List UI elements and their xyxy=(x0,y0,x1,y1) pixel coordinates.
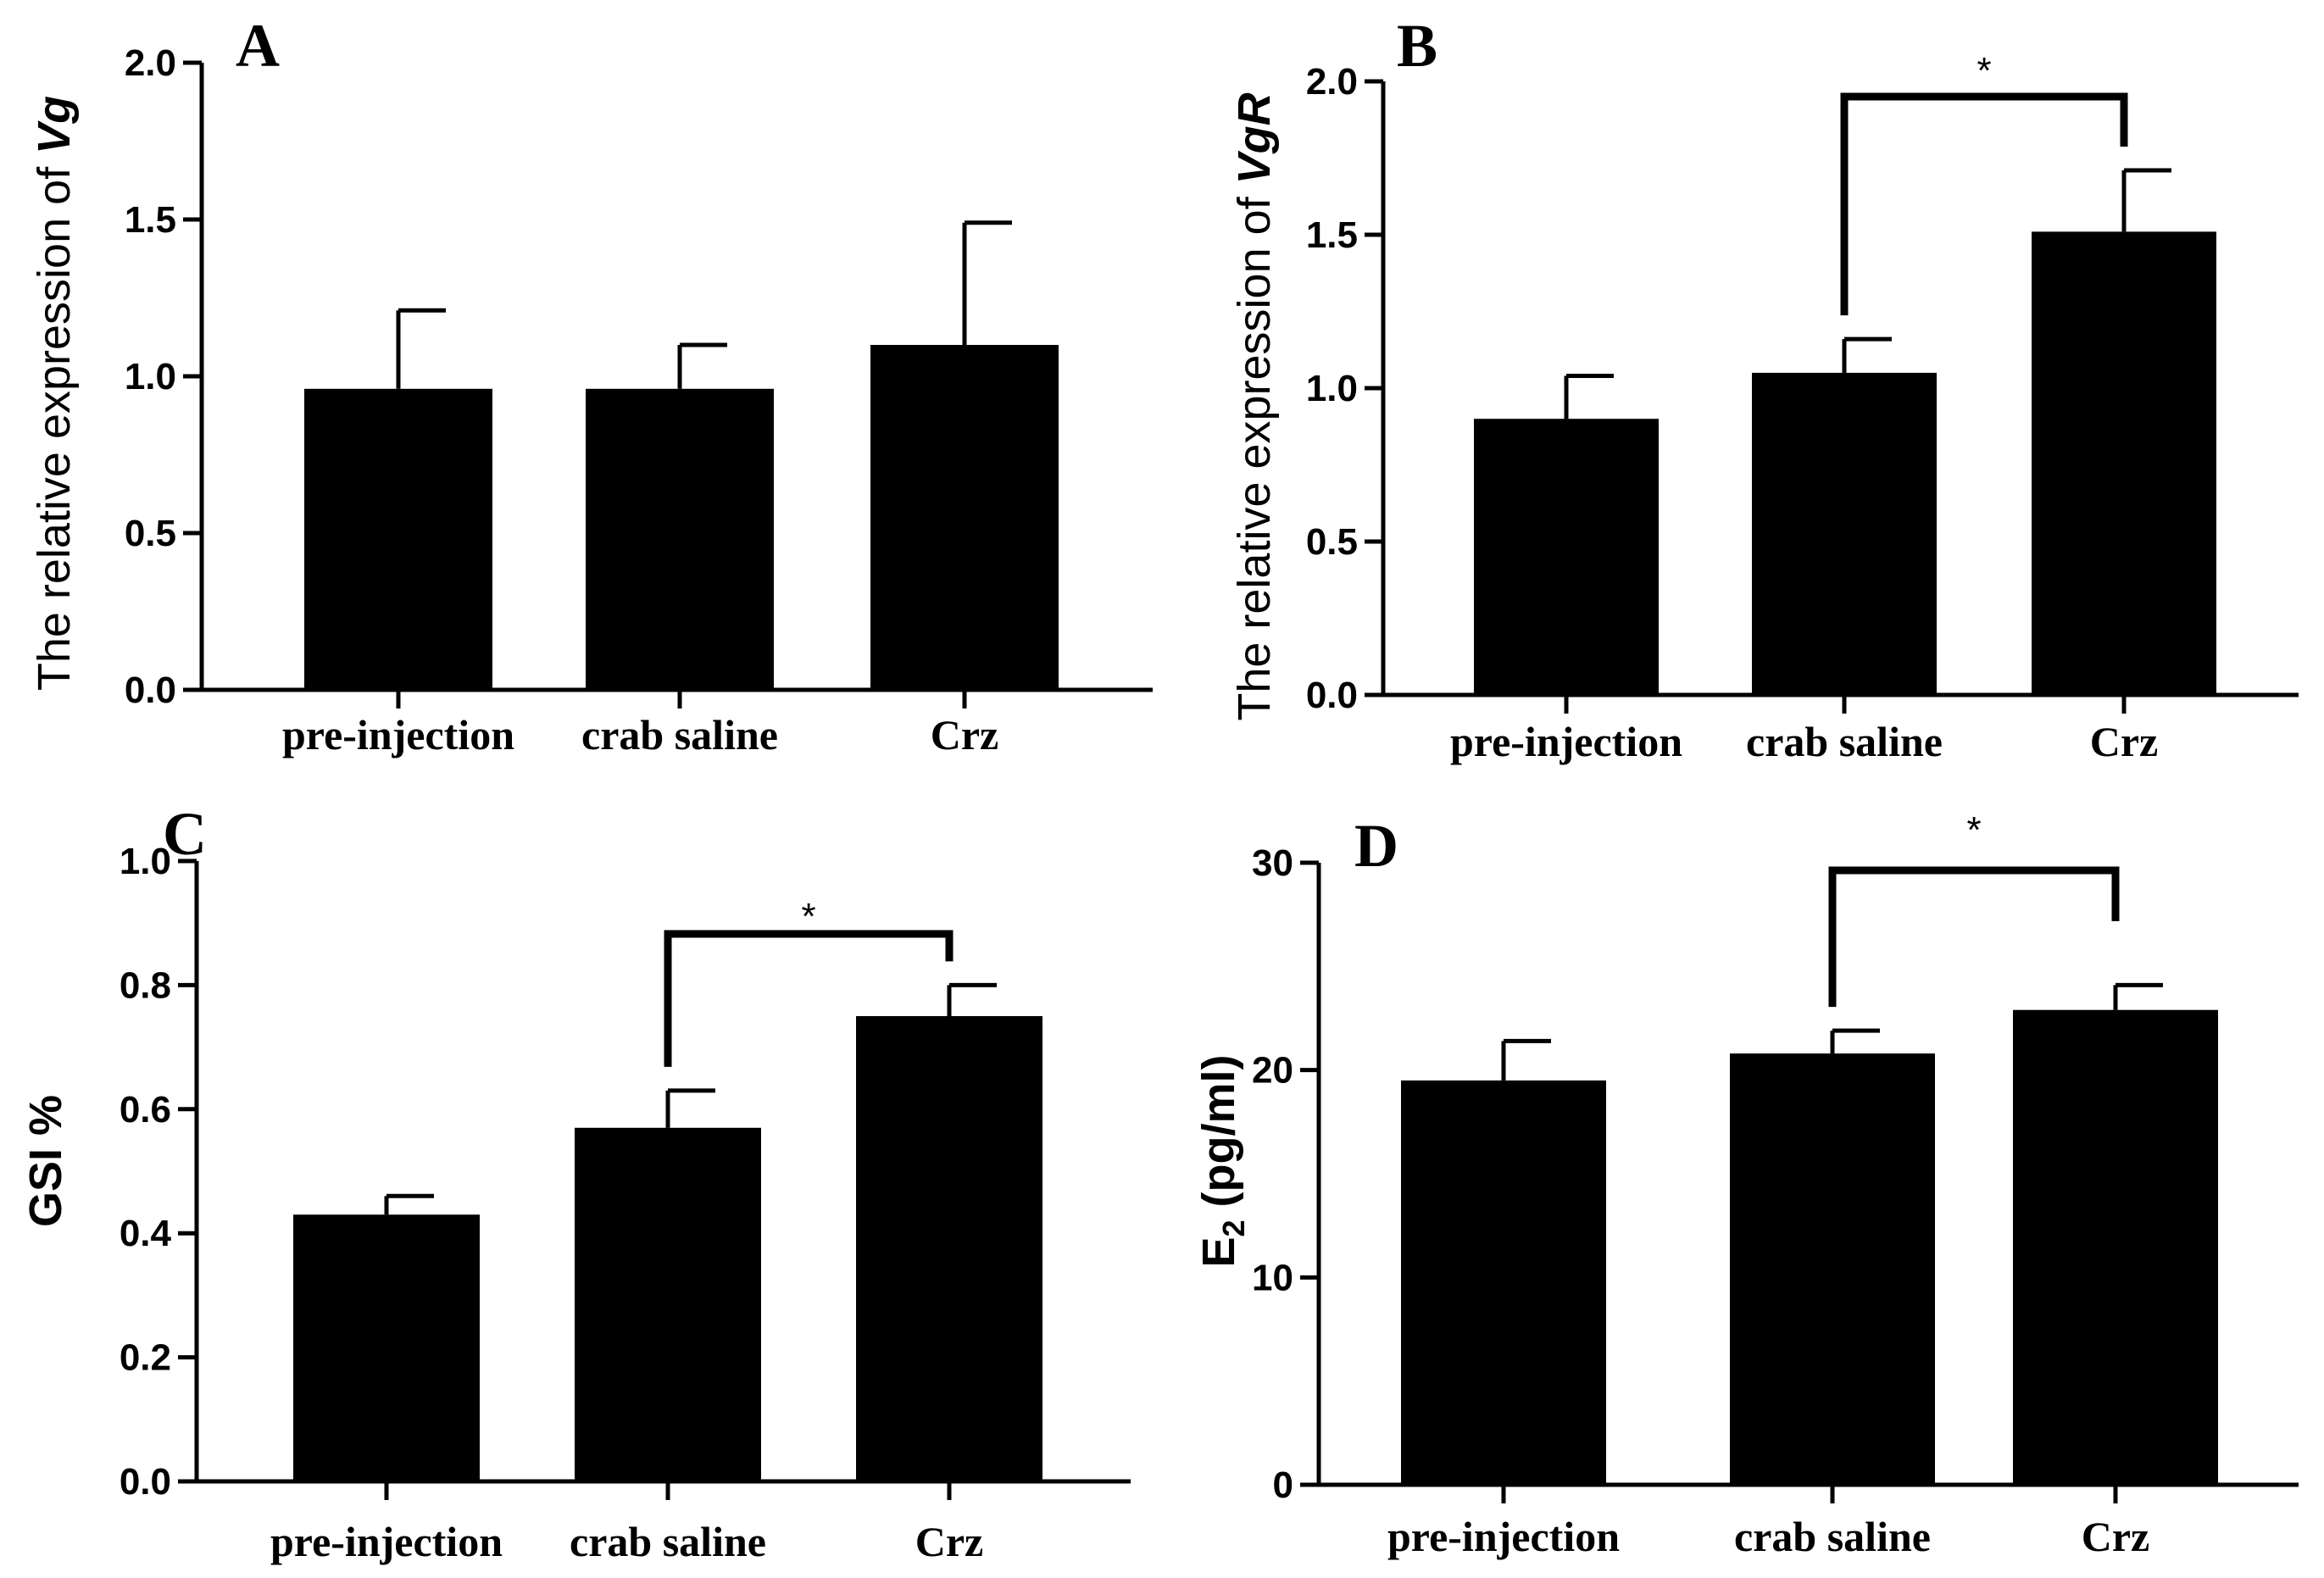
x-tick-label-b: crab saline xyxy=(1746,718,1943,765)
panel-letter-c: C xyxy=(163,800,207,868)
significance-bracket-c xyxy=(664,930,954,1067)
panel-d: D E2 (pg/ml) 0 10 20 30 pre-injection crab sa… xyxy=(1193,809,2299,1560)
panel-a: A The relative expression of Vg 0.0 0.5 1.… xyxy=(29,12,1153,758)
y-tick-label-b: 2.0 xyxy=(1306,61,1358,103)
x-tick-label-c: Crz xyxy=(915,1518,984,1565)
y-tick-label-b: 0.5 xyxy=(1306,521,1358,563)
panel-c: C GSI % 0.0 0.2 0.4 0.6 0.8 1.0 pre-injection c… xyxy=(20,800,1131,1565)
y-tick-label-a: 1.5 xyxy=(125,199,176,241)
x-tick-label-c: pre-injection xyxy=(270,1518,503,1565)
y-tick-label-d: 0 xyxy=(1273,1464,1293,1506)
y-tick-label-a: 0.5 xyxy=(125,513,176,554)
bar-c xyxy=(575,1127,761,1481)
y-tick-label-c: 0.4 xyxy=(120,1213,172,1254)
x-tick-label-d: crab saline xyxy=(1734,1513,1931,1560)
y-tick-label-d: 30 xyxy=(1252,842,1293,884)
x-tick-label-a: pre-injection xyxy=(282,711,514,758)
ylabel-a: The relative expression of Vg xyxy=(29,96,80,691)
y-tick-label-b: 1.0 xyxy=(1306,368,1358,409)
x-tick-label-a: Crz xyxy=(931,711,999,758)
y-tick-label-a: 0.0 xyxy=(125,670,176,711)
ylabel-b: The relative expression of VgR xyxy=(1229,92,1280,720)
y-tick-label-c: 0.2 xyxy=(120,1337,171,1379)
bar-c xyxy=(293,1214,480,1481)
significance-star-c: * xyxy=(801,896,815,937)
y-tick-label-c: 1.0 xyxy=(120,841,171,882)
bar-d xyxy=(2013,1009,2218,1485)
axes-b: 0.0 0.5 1.0 1.5 2.0 pre-injection crab saline C… xyxy=(1306,50,2299,765)
significance-bracket-b xyxy=(1840,92,2128,316)
significance-bracket-d xyxy=(1828,866,2120,1008)
bar-b xyxy=(2032,231,2216,695)
y-tick-label-d: 10 xyxy=(1252,1257,1293,1298)
bar-a xyxy=(586,388,774,690)
y-tick-label-c: 0.8 xyxy=(120,964,171,1006)
bar-d xyxy=(1401,1080,1606,1485)
bar-a xyxy=(870,345,1059,690)
axes-a: 0.0 0.5 1.0 1.5 2.0 pre-injection crab saline C… xyxy=(125,42,1153,758)
y-tick-label-b: 0.0 xyxy=(1306,675,1358,716)
panel-letter-a: A xyxy=(236,12,280,80)
y-tick-label-b: 1.5 xyxy=(1306,214,1358,256)
x-tick-label-b: pre-injection xyxy=(1450,718,1682,765)
y-tick-label-c: 0.0 xyxy=(120,1461,171,1503)
significance-star-b: * xyxy=(1977,50,1991,92)
bar-a xyxy=(304,388,492,690)
ylabel-d: E2 (pg/ml) xyxy=(1193,1054,1251,1267)
y-tick-label-a: 2.0 xyxy=(125,42,176,84)
panel-letter-d: D xyxy=(1354,812,1398,880)
bar-b xyxy=(1752,372,1937,695)
panel-b: B The relative expression of VgR 0.0 0.5 1… xyxy=(1229,12,2299,765)
x-tick-label-a: crab saline xyxy=(581,711,778,758)
bar-c xyxy=(856,1016,1042,1481)
y-tick-label-c: 0.6 xyxy=(120,1089,171,1131)
ylabel-c: GSI % xyxy=(20,1095,71,1227)
bar-d xyxy=(1730,1053,1935,1485)
panel-letter-b: B xyxy=(1397,12,1437,80)
axes-d: 0 10 20 30 pre-injection crab saline Crz * xyxy=(1252,809,2299,1560)
significance-star-d: * xyxy=(1966,809,1981,851)
axes-c: 0.0 0.2 0.4 0.6 0.8 1.0 pre-injection crab sali… xyxy=(120,841,1131,1565)
x-tick-label-c: crab saline xyxy=(570,1518,766,1565)
bar-b xyxy=(1474,419,1659,695)
y-tick-label-a: 1.0 xyxy=(125,356,176,397)
x-tick-label-d: pre-injection xyxy=(1387,1513,1620,1560)
x-tick-label-b: Crz xyxy=(2090,718,2159,765)
y-tick-label-d: 20 xyxy=(1252,1050,1293,1092)
x-tick-label-d: Crz xyxy=(2082,1513,2150,1560)
